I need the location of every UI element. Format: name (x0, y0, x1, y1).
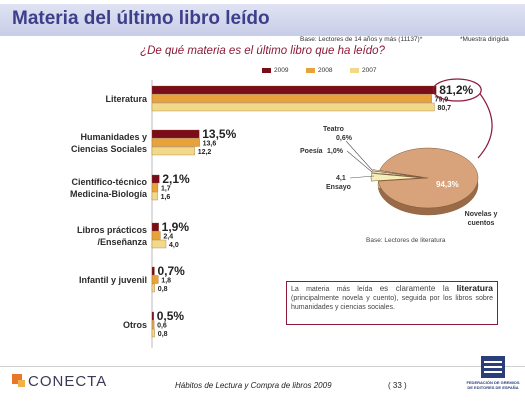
bar (151, 102, 435, 112)
pie-slice-value: 1,0% (327, 148, 344, 155)
bar-value-label: 0,5% (157, 309, 185, 323)
legend-swatch-2008 (306, 68, 315, 73)
bar (151, 239, 167, 249)
pie-leader-line (345, 140, 373, 171)
pie-slice-value: 4,1 (336, 175, 346, 182)
bar-value-label: 4,0 (169, 242, 179, 249)
bar (151, 320, 155, 329)
bar-value-label: 81,2% (439, 83, 473, 97)
highlight-ellipse (432, 78, 482, 102)
bar (151, 138, 200, 147)
category-label: Literatura (105, 93, 147, 105)
footer-divider (0, 366, 525, 367)
conecta-logo-icon (12, 374, 22, 384)
bar-value-label: 1,6 (161, 194, 171, 201)
info-box-part2: es claramente la (379, 284, 457, 293)
category-label-line: Científico-técnico (71, 177, 147, 187)
bar (151, 222, 159, 232)
legend-swatch-2009 (262, 68, 271, 73)
bar (151, 311, 154, 321)
category-label-line: Ciencias Sociales (70, 144, 147, 154)
bar (151, 146, 195, 156)
category-label: Otros (123, 319, 147, 331)
bar (151, 85, 437, 95)
legend-2007: 2007 (350, 67, 376, 74)
legend-label-2009: 2009 (274, 67, 289, 74)
bar (151, 266, 155, 276)
pie-value-label: 94,3% (436, 180, 459, 189)
highlight-connector (477, 93, 493, 159)
category-label: Humanidades y Ciencias Sociales (71, 131, 147, 155)
bar (151, 129, 200, 139)
pie-leader-line (349, 175, 375, 179)
brand-logo: CONECTA (28, 373, 108, 390)
category-label: Libros prácticos/Enseñanza (77, 224, 147, 248)
info-box-part3: (principalmente novela y cuento), seguid… (291, 295, 493, 311)
bar-value-label: 80,7 (437, 105, 451, 112)
bar-value-label: 13,6 (203, 141, 217, 148)
pie-slice-name: cuentos (468, 220, 495, 227)
category-label-line: Medicina-Biología (69, 189, 147, 199)
bar-value-label: 1,7 (161, 186, 171, 193)
page-title: Materia del último libro leído (12, 8, 270, 29)
legend-swatch-2007 (350, 68, 359, 73)
bar-value-label: 1,8 (161, 278, 171, 285)
bar-value-label: 2,1% (162, 172, 190, 186)
bar (151, 275, 159, 284)
category-label-line: Otros (122, 320, 147, 330)
pie-slice-name: Ensayo (326, 184, 351, 191)
legend-2008: 2008 (306, 67, 332, 74)
footer-title: Hábitos de Lectura y Compra de libros 20… (175, 381, 332, 390)
bar (151, 328, 155, 338)
category-label: Científico-técnico Medicina-Biología (70, 176, 147, 200)
bar-value-label: 13,5% (202, 127, 236, 141)
pie-slice-name: Poesía (300, 148, 323, 155)
category-label-line: /Enseñanza (97, 237, 147, 247)
pie-leader-line (346, 150, 373, 173)
info-box-part1: La materia más leída (291, 286, 380, 293)
bar (151, 231, 161, 240)
pie-slice (370, 173, 422, 182)
bar-value-label: 0,8 (158, 331, 168, 338)
pie-slice-value: 0,6% (336, 135, 353, 142)
survey-question: ¿De qué materia es el último libro que h… (140, 45, 385, 57)
bar (151, 94, 432, 103)
bar-value-label: 2,4 (163, 234, 173, 241)
category-label: Infantil y juvenil (79, 274, 147, 286)
pie-base-label: Base: Lectores de literatura (366, 237, 446, 244)
category-label-line: Literatura (105, 94, 147, 104)
info-box-bold: literatura (456, 283, 494, 293)
pie-slice (371, 169, 422, 178)
bar-value-label: 0,7% (157, 264, 185, 278)
bar (151, 191, 158, 201)
bar (151, 283, 155, 293)
bar-value-label: 1,9% (162, 220, 190, 234)
page-number: ( 33 ) (388, 381, 407, 390)
category-label-line: Humanidades y (80, 132, 147, 142)
federation-logo-icon (481, 356, 505, 378)
sample-note: *Muestra dirigida (460, 36, 509, 43)
base-note: Base: Lectores de 14 años y más (11137)* (300, 36, 423, 43)
bar-value-label: 0,8 (158, 286, 168, 293)
category-label-line: Libros prácticos (76, 225, 147, 235)
pie-slice-name: Teatro (323, 126, 344, 133)
conecta-logo-accent-icon (18, 380, 25, 387)
info-box: La materia más leída es claramente la li… (286, 281, 498, 325)
bar (151, 183, 159, 192)
bar-value-label: 0,6 (157, 323, 167, 330)
legend-2009: 2009 (262, 67, 288, 74)
bar (151, 174, 160, 184)
bar-value-label: 79,9 (435, 97, 449, 104)
legend-label-2008: 2008 (318, 67, 333, 74)
federation-name: FEDERACIÓN DE GREMIOS DE EDITORES DE ESP… (466, 380, 520, 390)
category-label-line: Infantil y juvenil (78, 275, 147, 285)
bar-value-label: 12,2 (198, 149, 212, 156)
legend-label-2007: 2007 (362, 67, 377, 74)
pie-slice (377, 147, 479, 209)
pie-slice-name: Novelas y (465, 211, 498, 218)
title-bar (0, 4, 525, 36)
